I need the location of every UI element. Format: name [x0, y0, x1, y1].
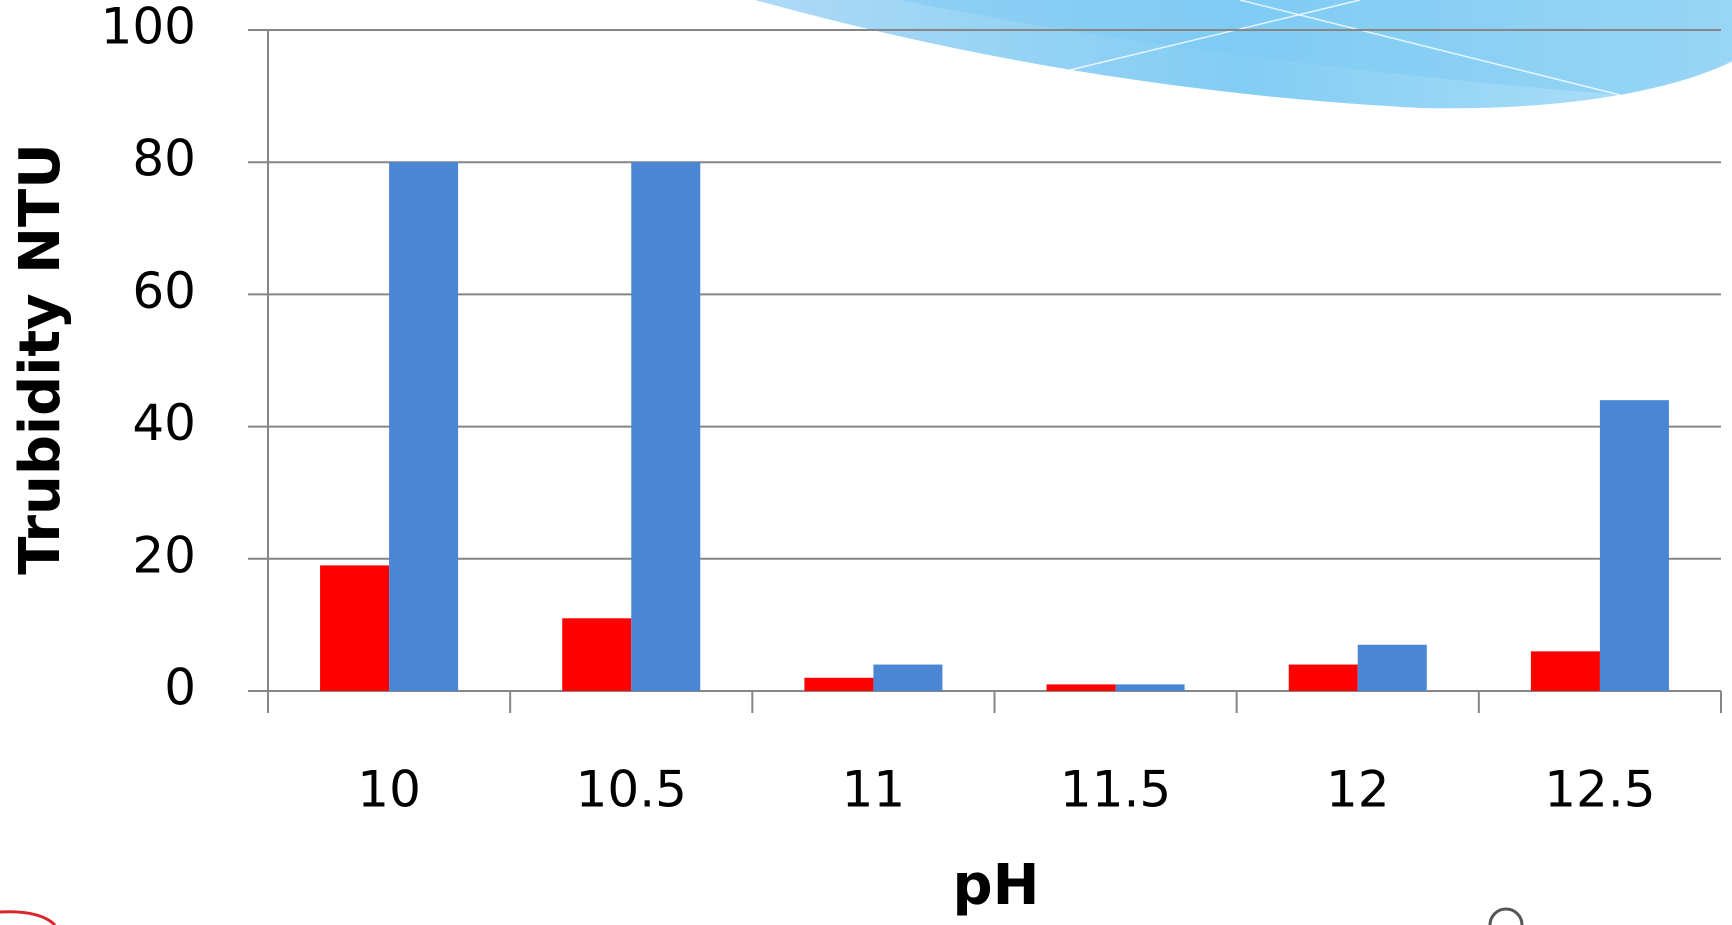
decoration-logo: [1490, 909, 1522, 925]
bar: [873, 665, 942, 691]
x-tick-label: 11.5: [1060, 761, 1171, 819]
x-tick-label: 12: [1326, 761, 1390, 819]
page: pH Trubidity NTU 0 20 40 60 80 100 10 10.5 11 11.…: [0, 0, 1732, 925]
bar: [389, 162, 458, 691]
y-tick-label: 60: [132, 262, 196, 320]
y-tick-label: 100: [101, 0, 196, 56]
bar: [1600, 400, 1669, 691]
bar: [1116, 684, 1185, 691]
bar: [320, 565, 389, 691]
chart: pH Trubidity NTU 0 20 40 60 80 100 10 10.5 11 11.…: [0, 0, 1732, 925]
bar: [1531, 651, 1600, 691]
bar: [1358, 645, 1427, 691]
bar: [1047, 684, 1116, 691]
bar: [804, 678, 873, 691]
decoration-logo: [0, 912, 55, 925]
y-tick-label: 20: [132, 526, 196, 584]
x-tick-label: 10.5: [576, 761, 687, 819]
x-tick-label: 12.5: [1544, 761, 1655, 819]
decoration-wave: [755, 0, 1732, 108]
bar: [562, 618, 631, 691]
bar: [631, 162, 700, 691]
y-axis-title: Trubidity NTU: [8, 143, 73, 574]
bar: [1289, 665, 1358, 691]
x-tick-label: 10: [357, 761, 421, 819]
y-tick-label: 0: [164, 659, 196, 717]
x-tick-label: 11: [842, 761, 906, 819]
x-axis-title: pH: [953, 853, 1040, 918]
y-tick-label: 40: [132, 394, 196, 452]
y-tick-label: 80: [132, 130, 196, 188]
